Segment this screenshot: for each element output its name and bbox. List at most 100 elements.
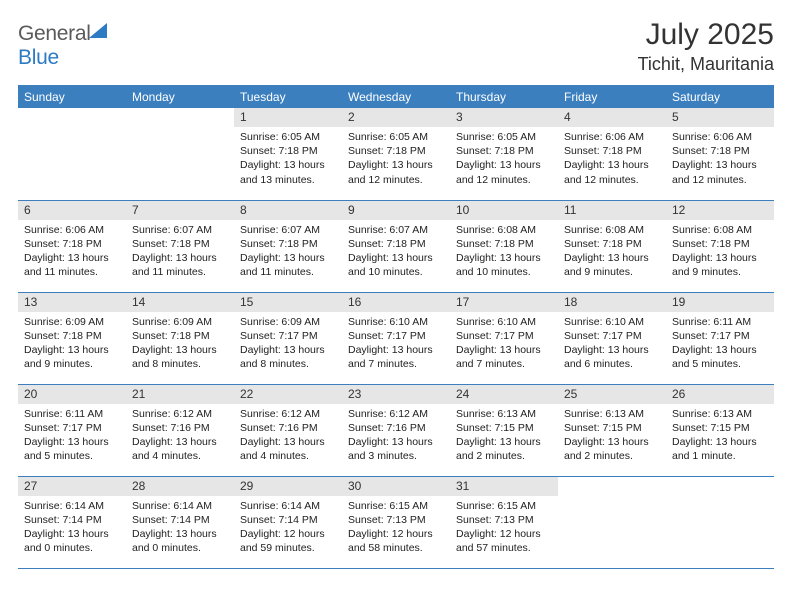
- day-header-row: SundayMondayTuesdayWednesdayThursdayFrid…: [18, 86, 774, 108]
- day-details: Sunrise: 6:14 AMSunset: 7:14 PMDaylight:…: [126, 496, 234, 560]
- day-number: 23: [342, 385, 450, 404]
- calendar-cell: 7Sunrise: 6:07 AMSunset: 7:18 PMDaylight…: [126, 200, 234, 292]
- day-number: [666, 477, 774, 496]
- day-details: Sunrise: 6:14 AMSunset: 7:14 PMDaylight:…: [234, 496, 342, 560]
- header: GeneralBlue July 2025 Tichit, Mauritania: [18, 18, 774, 75]
- page-subtitle: Tichit, Mauritania: [638, 54, 774, 75]
- calendar-cell: 17Sunrise: 6:10 AMSunset: 7:17 PMDayligh…: [450, 292, 558, 384]
- calendar-cell: 25Sunrise: 6:13 AMSunset: 7:15 PMDayligh…: [558, 384, 666, 476]
- day-number: 29: [234, 477, 342, 496]
- calendar-thead: SundayMondayTuesdayWednesdayThursdayFrid…: [18, 86, 774, 108]
- day-details: Sunrise: 6:10 AMSunset: 7:17 PMDaylight:…: [342, 312, 450, 376]
- day-header: Tuesday: [234, 86, 342, 108]
- calendar-row: 20Sunrise: 6:11 AMSunset: 7:17 PMDayligh…: [18, 384, 774, 476]
- calendar-cell: 1Sunrise: 6:05 AMSunset: 7:18 PMDaylight…: [234, 108, 342, 200]
- day-details: Sunrise: 6:05 AMSunset: 7:18 PMDaylight:…: [234, 127, 342, 191]
- day-number: 15: [234, 293, 342, 312]
- day-number: 11: [558, 201, 666, 220]
- day-number: 13: [18, 293, 126, 312]
- calendar-cell: [18, 108, 126, 200]
- calendar-cell: 2Sunrise: 6:05 AMSunset: 7:18 PMDaylight…: [342, 108, 450, 200]
- calendar-cell: 29Sunrise: 6:14 AMSunset: 7:14 PMDayligh…: [234, 476, 342, 568]
- triangle-icon: [89, 23, 107, 38]
- day-details: Sunrise: 6:07 AMSunset: 7:18 PMDaylight:…: [234, 220, 342, 284]
- day-number: 5: [666, 108, 774, 127]
- day-number: 24: [450, 385, 558, 404]
- day-header: Friday: [558, 86, 666, 108]
- calendar-cell: 18Sunrise: 6:10 AMSunset: 7:17 PMDayligh…: [558, 292, 666, 384]
- day-details: Sunrise: 6:13 AMSunset: 7:15 PMDaylight:…: [666, 404, 774, 468]
- day-details: Sunrise: 6:12 AMSunset: 7:16 PMDaylight:…: [342, 404, 450, 468]
- day-details: Sunrise: 6:09 AMSunset: 7:18 PMDaylight:…: [18, 312, 126, 376]
- title-block: July 2025 Tichit, Mauritania: [638, 18, 774, 75]
- day-details: Sunrise: 6:13 AMSunset: 7:15 PMDaylight:…: [450, 404, 558, 468]
- day-number: [18, 108, 126, 127]
- day-number: 14: [126, 293, 234, 312]
- day-number: 18: [558, 293, 666, 312]
- day-number: 28: [126, 477, 234, 496]
- day-number: 7: [126, 201, 234, 220]
- day-number: 19: [666, 293, 774, 312]
- calendar-cell: 27Sunrise: 6:14 AMSunset: 7:14 PMDayligh…: [18, 476, 126, 568]
- calendar-row: 6Sunrise: 6:06 AMSunset: 7:18 PMDaylight…: [18, 200, 774, 292]
- day-details: Sunrise: 6:09 AMSunset: 7:17 PMDaylight:…: [234, 312, 342, 376]
- calendar-cell: 26Sunrise: 6:13 AMSunset: 7:15 PMDayligh…: [666, 384, 774, 476]
- calendar-cell: 16Sunrise: 6:10 AMSunset: 7:17 PMDayligh…: [342, 292, 450, 384]
- calendar-cell: 19Sunrise: 6:11 AMSunset: 7:17 PMDayligh…: [666, 292, 774, 384]
- day-number: 1: [234, 108, 342, 127]
- day-number: 16: [342, 293, 450, 312]
- day-number: 25: [558, 385, 666, 404]
- calendar-cell: 5Sunrise: 6:06 AMSunset: 7:18 PMDaylight…: [666, 108, 774, 200]
- day-details: Sunrise: 6:07 AMSunset: 7:18 PMDaylight:…: [126, 220, 234, 284]
- day-details: Sunrise: 6:12 AMSunset: 7:16 PMDaylight:…: [126, 404, 234, 468]
- day-details: Sunrise: 6:08 AMSunset: 7:18 PMDaylight:…: [558, 220, 666, 284]
- calendar-cell: 12Sunrise: 6:08 AMSunset: 7:18 PMDayligh…: [666, 200, 774, 292]
- day-header: Wednesday: [342, 86, 450, 108]
- day-number: [558, 477, 666, 496]
- day-details: Sunrise: 6:06 AMSunset: 7:18 PMDaylight:…: [666, 127, 774, 191]
- brand-part1: General: [18, 22, 91, 45]
- day-number: 31: [450, 477, 558, 496]
- day-header: Saturday: [666, 86, 774, 108]
- calendar-cell: 15Sunrise: 6:09 AMSunset: 7:17 PMDayligh…: [234, 292, 342, 384]
- calendar-cell: 8Sunrise: 6:07 AMSunset: 7:18 PMDaylight…: [234, 200, 342, 292]
- calendar-row: 13Sunrise: 6:09 AMSunset: 7:18 PMDayligh…: [18, 292, 774, 384]
- day-number: 9: [342, 201, 450, 220]
- page-title: July 2025: [638, 18, 774, 52]
- calendar-cell: 31Sunrise: 6:15 AMSunset: 7:13 PMDayligh…: [450, 476, 558, 568]
- day-number: 22: [234, 385, 342, 404]
- calendar-cell: 23Sunrise: 6:12 AMSunset: 7:16 PMDayligh…: [342, 384, 450, 476]
- calendar-cell: [558, 476, 666, 568]
- day-number: 20: [18, 385, 126, 404]
- calendar-cell: 21Sunrise: 6:12 AMSunset: 7:16 PMDayligh…: [126, 384, 234, 476]
- day-details: Sunrise: 6:11 AMSunset: 7:17 PMDaylight:…: [666, 312, 774, 376]
- day-details: Sunrise: 6:15 AMSunset: 7:13 PMDaylight:…: [342, 496, 450, 560]
- calendar-cell: 10Sunrise: 6:08 AMSunset: 7:18 PMDayligh…: [450, 200, 558, 292]
- day-number: 21: [126, 385, 234, 404]
- day-header: Monday: [126, 86, 234, 108]
- day-details: Sunrise: 6:13 AMSunset: 7:15 PMDaylight:…: [558, 404, 666, 468]
- brand-logo: GeneralBlue: [18, 22, 107, 70]
- day-number: 3: [450, 108, 558, 127]
- calendar-cell: 20Sunrise: 6:11 AMSunset: 7:17 PMDayligh…: [18, 384, 126, 476]
- day-number: 17: [450, 293, 558, 312]
- day-details: Sunrise: 6:08 AMSunset: 7:18 PMDaylight:…: [666, 220, 774, 284]
- day-header: Thursday: [450, 86, 558, 108]
- day-details: Sunrise: 6:14 AMSunset: 7:14 PMDaylight:…: [18, 496, 126, 560]
- calendar-table: SundayMondayTuesdayWednesdayThursdayFrid…: [18, 85, 774, 569]
- day-number: 6: [18, 201, 126, 220]
- day-details: Sunrise: 6:10 AMSunset: 7:17 PMDaylight:…: [558, 312, 666, 376]
- brand-part2: Blue: [18, 46, 59, 69]
- calendar-cell: [126, 108, 234, 200]
- day-number: [126, 108, 234, 127]
- calendar-page: GeneralBlue July 2025 Tichit, Mauritania…: [0, 0, 792, 569]
- day-details: Sunrise: 6:06 AMSunset: 7:18 PMDaylight:…: [18, 220, 126, 284]
- calendar-cell: 3Sunrise: 6:05 AMSunset: 7:18 PMDaylight…: [450, 108, 558, 200]
- day-details: Sunrise: 6:06 AMSunset: 7:18 PMDaylight:…: [558, 127, 666, 191]
- calendar-cell: 28Sunrise: 6:14 AMSunset: 7:14 PMDayligh…: [126, 476, 234, 568]
- day-number: 4: [558, 108, 666, 127]
- day-number: 12: [666, 201, 774, 220]
- day-number: 2: [342, 108, 450, 127]
- calendar-cell: 11Sunrise: 6:08 AMSunset: 7:18 PMDayligh…: [558, 200, 666, 292]
- day-details: Sunrise: 6:08 AMSunset: 7:18 PMDaylight:…: [450, 220, 558, 284]
